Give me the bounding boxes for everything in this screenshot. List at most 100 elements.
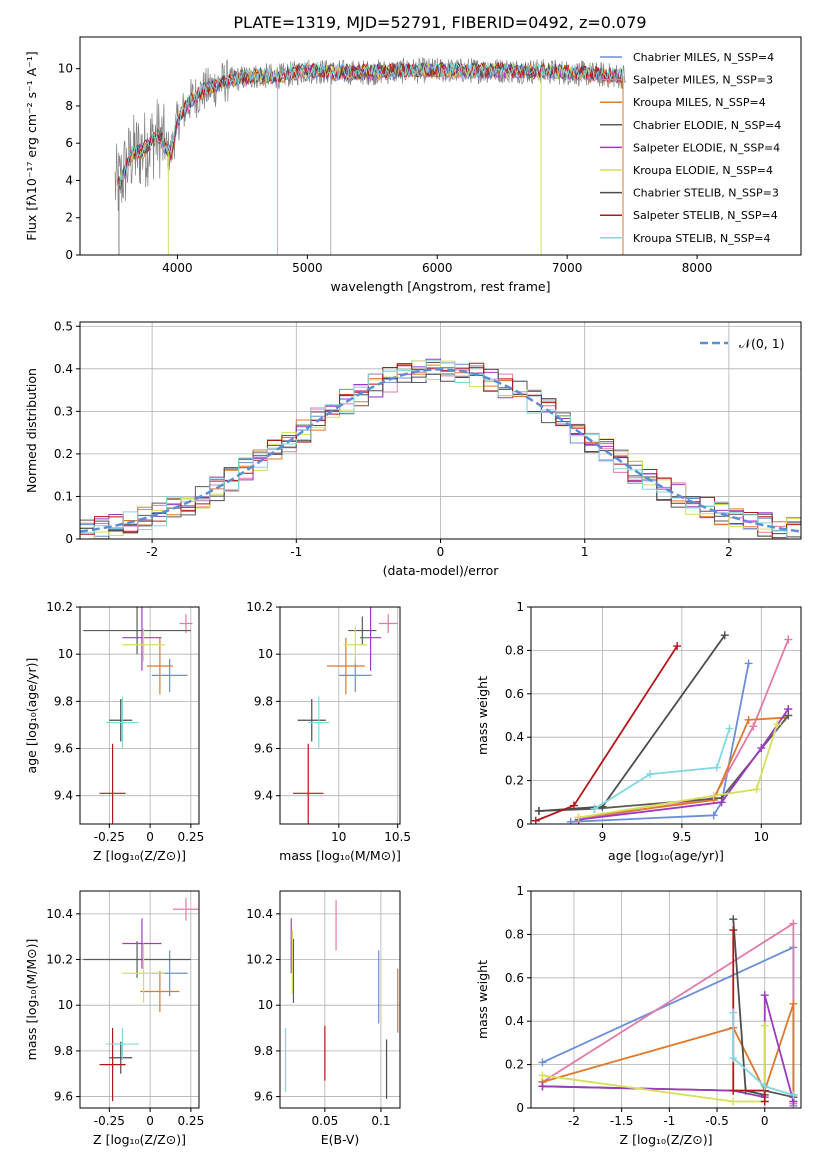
y-tick-label: 9.6 xyxy=(254,742,273,756)
plot-area-residuals xyxy=(80,358,801,539)
x-tick-label: 0 xyxy=(437,545,445,559)
x-tick-label: 6000 xyxy=(422,261,453,275)
chart-spectrum: 4000 5000 6000 7000 8000 0 2 4 6 8 10 wavelength [A… xyxy=(24,36,802,294)
axes-frame xyxy=(530,606,802,825)
y-tick-label: 0 xyxy=(65,532,73,546)
mass-weight-marker xyxy=(729,1086,738,1095)
plot-area-age_vs_Z xyxy=(83,607,193,824)
mass-weight-marker xyxy=(784,635,793,644)
chart-weight_vs_age: 9 9.5 10 0 0.2 0.4 0.6 0.8 1 age [log₁₀(age/yr)] m… xyxy=(475,600,802,863)
mass-weight-line xyxy=(578,723,779,819)
mass-weight-marker xyxy=(725,724,734,733)
y-tick-label: 0.5 xyxy=(54,319,73,333)
legend-entry: 𝒩(0, 1) xyxy=(739,336,785,351)
y-tick-label: 0.4 xyxy=(505,730,524,744)
plot-area-mass_vs_Z xyxy=(83,897,199,1102)
y-tick-label: 0.8 xyxy=(505,927,524,941)
x-axis-label: age [log₁₀(age/yr)] xyxy=(608,848,724,863)
plot-area-age_vs_mass xyxy=(292,607,398,824)
y-axis-label: Flux [fλ10⁻¹⁷ erg cm⁻² s⁻¹ A⁻¹] xyxy=(24,51,39,240)
mass-weight-marker xyxy=(569,801,578,810)
y-tick-label: 0.6 xyxy=(505,971,524,985)
chart-mass_vs_ebv: 0.05 0.1 9.6 9.8 10 10.2 10.4 E(B-V) xyxy=(246,890,401,1147)
y-tick-label: 6 xyxy=(65,136,73,150)
y-tick-label: 10 xyxy=(58,647,73,661)
axes-frame xyxy=(530,890,802,1109)
x-axis-label: E(B-V) xyxy=(321,1132,360,1147)
x-axis-label: (data-model)/error xyxy=(383,563,500,578)
x-axis-label: Z [log₁₀(Z/Z⊙)] xyxy=(93,1132,186,1147)
mass-weight-marker xyxy=(574,813,583,822)
x-tick-label: -1 xyxy=(290,545,302,559)
x-tick-label: 2 xyxy=(725,545,733,559)
x-tick-label: 1 xyxy=(581,545,589,559)
mass-weight-marker xyxy=(729,1008,738,1017)
figure-title: PLATE=1319, MJD=52791, FIBERID=0492, z=0… xyxy=(233,13,646,32)
chart-weight_vs_Z: -2 -1.5 -1 -0.5 0 0 0.2 0.4 0.6 0.8 1 Z [log₁₀(Z/Z⊙… xyxy=(475,884,802,1147)
mass-weight-marker xyxy=(729,926,738,935)
y-tick-label: 10.2 xyxy=(46,953,73,967)
mass-weight-line xyxy=(542,1025,766,1103)
mass-weight-marker xyxy=(744,715,753,724)
y-tick-label: 0.1 xyxy=(54,489,73,503)
legend-entry: Kroupa STELIB, N_SSP=4 xyxy=(633,232,771,245)
x-tick-label: 0.1 xyxy=(371,1114,390,1128)
x-tick-label: 4000 xyxy=(162,261,193,275)
y-axis-label: mass [log₁₀(M/M⊙)] xyxy=(24,939,39,1061)
x-tick-label: 10 xyxy=(754,830,769,844)
mass-weight-marker xyxy=(538,1058,547,1067)
x-tick-label: -0.25 xyxy=(94,830,125,844)
y-axis-label: mass weight xyxy=(475,960,490,1039)
mass-weight-marker xyxy=(712,763,721,772)
axes-frame xyxy=(279,890,401,1109)
mass-weight-marker xyxy=(720,631,729,640)
y-tick-label: 0.3 xyxy=(54,404,73,418)
y-tick-label: 10 xyxy=(258,647,273,661)
y-tick-label: 10.2 xyxy=(246,600,273,614)
y-tick-label: 1 xyxy=(516,884,524,898)
mass-weight-marker xyxy=(789,999,798,1008)
mass-weight-marker xyxy=(729,1054,738,1063)
plot-area-spectrum xyxy=(114,56,626,255)
mass-weight-marker xyxy=(566,817,575,824)
y-tick-label: 9.8 xyxy=(254,1044,273,1058)
y-tick-label: 10.2 xyxy=(246,953,273,967)
legend-entry: Chabrier STELIB, N_SSP=3 xyxy=(633,187,779,200)
y-tick-label: 0 xyxy=(516,1101,524,1115)
mass-weight-marker xyxy=(729,915,738,924)
mass-weight-marker xyxy=(538,1082,547,1091)
mass-weight-line xyxy=(570,663,750,823)
x-axis-label: Z [log₁₀(Z/Z⊙)] xyxy=(93,848,186,863)
y-tick-label: 9.6 xyxy=(54,1090,73,1104)
mass-weight-marker xyxy=(749,722,758,731)
mass-weight-marker xyxy=(646,770,655,779)
y-tick-label: 9.8 xyxy=(54,694,73,708)
plot-area-weight_vs_age xyxy=(531,631,793,824)
y-tick-label: 1 xyxy=(516,600,524,614)
y-axis-label: mass weight xyxy=(475,676,490,755)
axes-frame xyxy=(279,606,401,825)
y-tick-label: 2 xyxy=(65,211,73,225)
y-tick-label: 0.2 xyxy=(505,1058,524,1072)
y-tick-label: 9.6 xyxy=(54,742,73,756)
mass-weight-marker xyxy=(717,798,726,807)
mass-weight-line xyxy=(578,708,790,821)
x-axis-label: mass [log₁₀(M/M⊙)] xyxy=(279,848,401,863)
legend-entry: Salpeter STELIB, N_SSP=4 xyxy=(633,209,778,222)
normal-distribution-curve xyxy=(80,368,801,533)
mass-weight-marker xyxy=(760,991,769,1000)
y-tick-label: 10 xyxy=(258,998,273,1012)
mass-weight-line xyxy=(732,1012,794,1096)
y-tick-label: 4 xyxy=(65,173,73,187)
x-tick-label: -0.25 xyxy=(94,1114,125,1128)
mass-weight-marker xyxy=(709,811,718,820)
y-tick-label: 10 xyxy=(58,998,73,1012)
y-tick-label: 10.4 xyxy=(46,907,73,921)
y-tick-label: 9.8 xyxy=(254,694,273,708)
y-tick-label: 8 xyxy=(65,99,73,113)
mass-weight-marker xyxy=(773,720,782,729)
y-tick-label: 0 xyxy=(65,248,73,262)
y-tick-label: 0.2 xyxy=(54,447,73,461)
residual-histogram xyxy=(80,360,801,539)
axes-frame xyxy=(79,36,802,256)
